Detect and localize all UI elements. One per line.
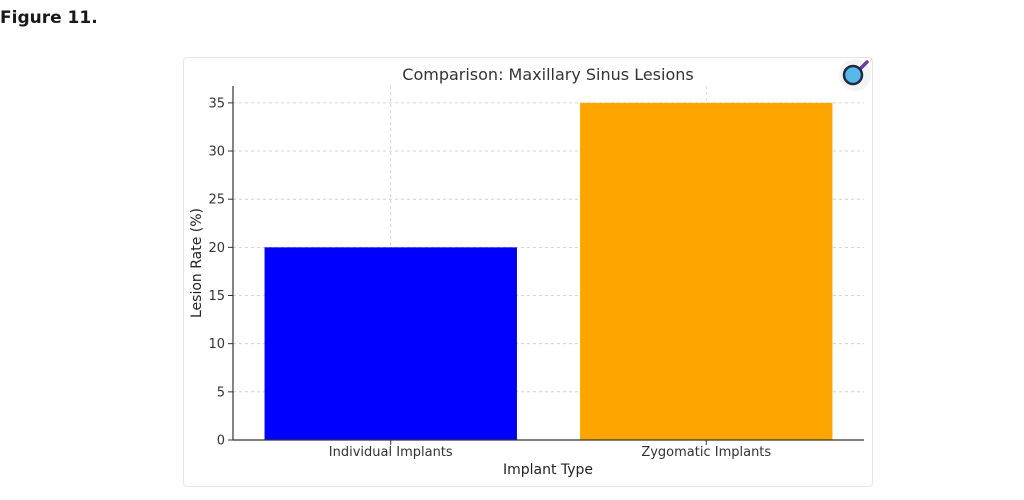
y-tick-label: 15 (208, 289, 225, 304)
y-tick-label: 10 (208, 337, 225, 352)
bar-individual-implants (264, 247, 517, 440)
y-tick-label: 5 (217, 385, 225, 400)
bar-zygomatic-implants (580, 102, 833, 440)
y-tick-label: 35 (208, 96, 225, 111)
x-tick-label: Zygomatic Implants (641, 445, 771, 460)
y-tick-label: 25 (208, 193, 225, 208)
x-tick-label: Individual Implants (329, 445, 453, 460)
bars (264, 102, 833, 440)
y-axis-title: Lesion Rate (%) (189, 208, 205, 318)
y-tick-label: 20 (208, 241, 225, 256)
chart-title: Comparison: Maxillary Sinus Lesions (402, 65, 693, 84)
y-tick-label: 0 (217, 434, 225, 449)
y-tick-label: 30 (208, 145, 225, 160)
axes: 0 5 10 15 20 25 30 35 Individual Implants Zygomat… (208, 86, 864, 460)
figure-label: Figure 11. (0, 8, 98, 28)
x-axis-title: Implant Type (503, 462, 593, 478)
magnifier-icon[interactable] (838, 58, 872, 92)
